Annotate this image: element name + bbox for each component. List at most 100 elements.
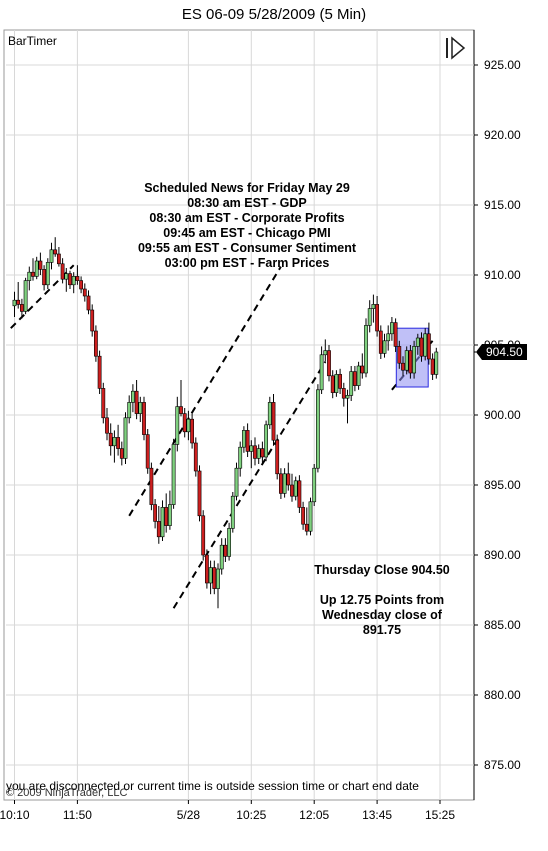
candle-body — [308, 501, 313, 532]
candle-body — [160, 507, 165, 538]
scroll-to-end-icon[interactable] — [446, 36, 466, 60]
y-tick-label: 890.00 — [484, 548, 521, 562]
candle-body — [338, 374, 343, 389]
candle-body — [79, 280, 84, 290]
close-line-4: 891.75 — [363, 623, 401, 637]
candle-body — [82, 288, 87, 297]
candle-body — [352, 371, 357, 386]
x-tick-label: 15:25 — [425, 808, 455, 822]
candle-body — [56, 253, 61, 265]
candle-body — [216, 568, 220, 589]
y-tick-label: 880.00 — [484, 688, 521, 702]
candle-body — [23, 280, 28, 312]
candle-body — [278, 473, 283, 494]
news-item-3: 09:45 am EST - Chicago PMI — [163, 226, 330, 240]
candle-body — [101, 388, 106, 419]
candle-body — [293, 480, 298, 497]
current-price-label: 904.50 — [486, 345, 523, 359]
y-tick-label: 920.00 — [484, 128, 521, 142]
close-annotation: Thursday Close 904.50 Up 12.75 Points fr… — [314, 563, 450, 637]
candle-body — [205, 554, 209, 584]
candle-body — [134, 390, 139, 414]
candle-body — [116, 437, 121, 449]
candle-body — [71, 276, 76, 286]
candle-body — [112, 437, 117, 447]
x-tick-label: 13:45 — [362, 808, 392, 822]
candle-body — [267, 402, 272, 426]
news-item-4: 09:55 am EST - Consumer Sentiment — [138, 241, 357, 255]
candle-body — [212, 567, 217, 589]
candle-body — [31, 271, 35, 277]
candle-body — [223, 544, 228, 557]
candle-body — [415, 337, 420, 347]
candle-body — [156, 521, 161, 538]
candle-body — [341, 388, 346, 399]
candle-body — [275, 439, 280, 475]
candle-body — [364, 325, 368, 374]
candle-body — [260, 448, 265, 458]
candle-body — [38, 260, 43, 270]
candle-body — [175, 406, 180, 445]
candle-body — [16, 299, 21, 305]
x-tick-label: 11:50 — [63, 808, 92, 822]
candle-body — [208, 567, 213, 584]
candle-body — [168, 504, 172, 526]
candle-body — [86, 295, 91, 311]
candle-body — [164, 507, 169, 526]
candle-body — [186, 418, 191, 433]
candle-body — [297, 480, 302, 508]
candle-body — [119, 448, 124, 459]
candle-body — [389, 322, 394, 335]
x-tick-label: 5/28 — [177, 808, 201, 822]
candle-body — [60, 263, 65, 280]
candle-body — [53, 249, 58, 255]
close-line-3: Wednesday close of — [322, 608, 443, 622]
candle-body — [382, 340, 387, 354]
candle-body — [334, 374, 339, 393]
x-tick-label: 10:10 — [0, 808, 30, 822]
indicator-label: BarTimer — [8, 34, 57, 48]
candle-body — [430, 358, 435, 375]
candle-body — [145, 434, 150, 469]
candle-body — [312, 467, 317, 503]
candle-body — [19, 304, 24, 312]
candle-body — [227, 528, 232, 557]
candle-body — [97, 355, 102, 389]
candle-body — [171, 444, 176, 505]
y-axis-ticks: 925.00920.00915.00910.00905.00900.00895.… — [474, 58, 521, 772]
candle-body — [434, 351, 439, 375]
news-item-1: 08:30 am EST - GDP — [187, 196, 307, 210]
y-tick-label: 885.00 — [484, 618, 521, 632]
candle-body — [401, 362, 405, 371]
candle-body — [290, 484, 294, 497]
candle-body — [138, 402, 143, 414]
candle-body — [131, 390, 135, 403]
candles — [12, 237, 439, 609]
candle-body — [12, 299, 17, 307]
candle-body — [230, 495, 235, 529]
close-line-1: Thursday Close 904.50 — [314, 563, 450, 577]
candle-body — [182, 413, 187, 433]
close-line-2: Up 12.75 Points from — [320, 593, 444, 607]
chart-title: ES 06-09 5/28/2009 (5 Min) — [182, 6, 366, 23]
candle-body — [105, 417, 109, 434]
candle-body — [367, 308, 372, 326]
trendline — [172, 361, 327, 609]
status-message: you are disconnected or current time is … — [6, 779, 419, 793]
candle-body — [319, 354, 324, 391]
candle-body — [419, 337, 424, 357]
candle-body — [201, 515, 206, 556]
candle-body — [249, 445, 254, 452]
news-annotation: Scheduled News for Friday May 29 08:30 a… — [138, 181, 357, 270]
current-price-marker: 904.50 — [474, 344, 527, 360]
candle-body — [127, 402, 132, 419]
candle-body — [94, 330, 98, 357]
candle-body — [64, 273, 69, 280]
candle-body — [27, 271, 32, 281]
candle-body — [397, 346, 402, 364]
candle-body — [193, 442, 198, 472]
candle-body — [42, 269, 47, 286]
y-tick-label: 900.00 — [484, 408, 521, 422]
candle-body — [75, 276, 80, 281]
x-tick-label: 10:25 — [236, 808, 266, 822]
